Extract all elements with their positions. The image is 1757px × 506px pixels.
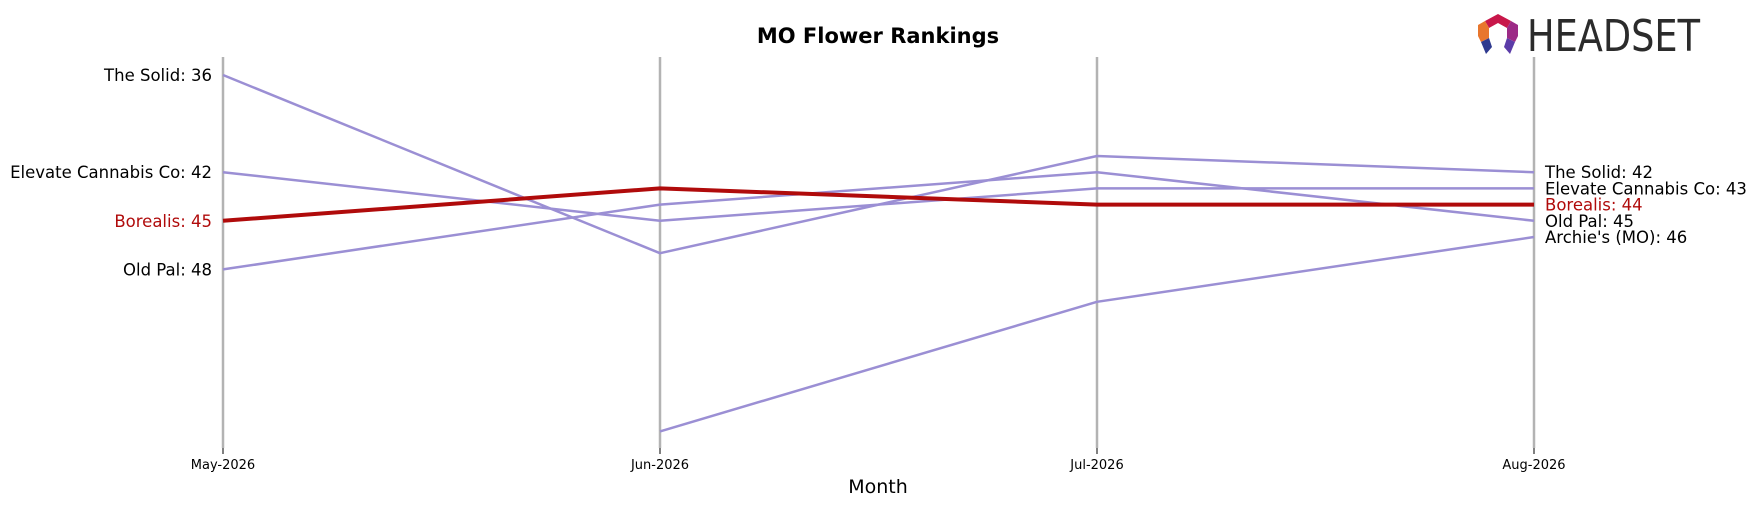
end-label: Archie's (MO): 46 (1545, 228, 1687, 247)
end-label: Borealis: 44 (1545, 196, 1643, 215)
start-label: Borealis: 45 (114, 212, 212, 231)
series-line-the-solid (222, 73, 1535, 255)
series-line-borealis (222, 186, 1534, 223)
series-line-elevate-cannabis-co (222, 170, 1534, 223)
x-axis-ticks: May-2026 Jun-2026 Jul-2026 Aug-2026 (191, 448, 1566, 473)
headset-logo-icon (1478, 14, 1518, 54)
end-label: Old Pal: 45 (1545, 212, 1634, 231)
start-labels: The Solid: 36 Elevate Cannabis Co: 42 Bore… (10, 66, 212, 279)
start-label: The Solid: 36 (103, 66, 212, 85)
chart-title: MO Flower Rankings (757, 24, 999, 48)
end-label: The Solid: 42 (1544, 163, 1653, 182)
headset-logo: HEADSET (1478, 11, 1700, 62)
month-lines (221, 57, 1536, 448)
x-tick-label: May-2026 (191, 458, 255, 473)
series-line-archie-s-mo (659, 235, 1535, 433)
x-tick-label: Jul-2026 (1069, 458, 1123, 473)
start-label: Old Pal: 48 (123, 260, 212, 279)
x-tick-label: Jun-2026 (630, 458, 689, 473)
start-label: Elevate Cannabis Co: 42 (10, 163, 212, 182)
x-tick-label: Aug-2026 (1502, 458, 1565, 473)
x-axis-label: Month (848, 476, 908, 498)
headset-logo-text: HEADSET (1527, 11, 1700, 62)
end-label: Elevate Cannabis Co: 43 (1545, 179, 1747, 198)
series-line-old-pal (222, 170, 1535, 271)
series-lines (222, 73, 1535, 433)
